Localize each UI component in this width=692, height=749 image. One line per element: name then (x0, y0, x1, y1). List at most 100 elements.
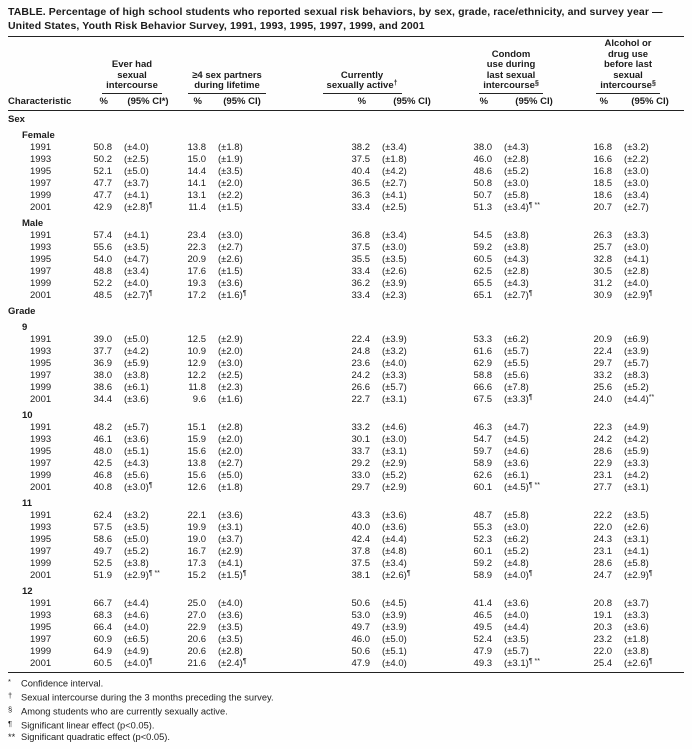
ci-cell: (±4.3) (124, 457, 149, 469)
significance-marker: ** (648, 393, 655, 401)
ci-cell: (±2.6) (624, 521, 649, 533)
year-cell: 1999 (30, 645, 52, 657)
ci-cell: (±4.1) (624, 545, 649, 557)
pct-cell: 66.7 (93, 597, 113, 609)
pct-cell: 54.7 (473, 433, 493, 445)
ci-cell: (±1.8) (218, 141, 243, 153)
ci-cell: (±3.2) (624, 141, 649, 153)
pct-cell: 18.5 (593, 177, 613, 189)
ci-cell: (±2.9) (218, 545, 243, 557)
ci-cell: (±2.7)¶ (124, 289, 153, 301)
pct-cell: 62.9 (473, 357, 493, 369)
pct-cell: 23.2 (593, 633, 613, 645)
pct-cell: 37.8 (351, 545, 371, 557)
significance-marker: ¶ (528, 393, 533, 401)
ci-cell: (±4.3) (504, 253, 529, 265)
ci-cell: (±3.0) (218, 229, 243, 241)
pct-cell: 58.8 (473, 369, 493, 381)
pct-cell: 52.1 (93, 165, 113, 177)
year-cell: 1995 (30, 165, 52, 177)
pct-cell: 40.8 (93, 481, 113, 493)
pct-cell: 20.6 (187, 645, 207, 657)
pct-cell: 46.1 (93, 433, 113, 445)
pct-header: % (274, 93, 375, 111)
significance-marker: ¶ (242, 289, 247, 297)
ci-cell: (±3.4) (382, 229, 407, 241)
ci-cell: (±4.5) (504, 433, 529, 445)
pct-header: % (572, 93, 617, 111)
ci-cell: (±2.5) (382, 201, 407, 213)
ci-cell: (±5.6) (124, 469, 149, 481)
pct-cell: 20.9 (187, 253, 207, 265)
ci-cell: (±5.0) (382, 633, 407, 645)
significance-marker: ¶ ** (148, 569, 160, 577)
subsection-row: 9 (8, 318, 684, 334)
ci-cell: (±3.1) (624, 533, 649, 545)
pct-cell: 36.3 (351, 189, 371, 201)
subsection-label: 10 (22, 409, 33, 421)
significance-marker: ¶ (242, 569, 247, 577)
pct-cell: 50.8 (93, 141, 113, 153)
col-group-label: ≥4 sex partners during lifetime (192, 69, 262, 91)
pct-cell: 58.9 (473, 569, 493, 581)
pct-cell: 61.6 (473, 345, 493, 357)
ci-cell: (±4.0) (624, 277, 649, 289)
pct-cell: 35.5 (351, 253, 371, 265)
ci-cell: (±3.6) (218, 509, 243, 521)
ci-cell: (±3.8) (624, 645, 649, 657)
pct-cell: 25.6 (593, 381, 613, 393)
pct-cell: 48.7 (473, 509, 493, 521)
ci-cell: (±3.0) (624, 241, 649, 253)
data-row: 2001 51.9 (±2.9)¶ ** 15.2 (±1.5)¶ 38.1 (±2.6)¶… (8, 570, 684, 582)
year-cell: 1999 (30, 189, 52, 201)
year-cell: 1995 (30, 621, 52, 633)
pct-cell: 29.2 (351, 457, 371, 469)
ci-cell: (±3.8) (124, 369, 149, 381)
pct-cell: 22.2 (593, 509, 613, 521)
ci-cell: (±4.5)¶ ** (504, 481, 540, 493)
ci-cell: (±5.1) (124, 445, 149, 457)
footnote-text: Significant quadratic effect (p<0.05). (21, 731, 170, 742)
year-cell: 1999 (30, 277, 52, 289)
pct-cell: 53.0 (351, 609, 371, 621)
year-cell: 1995 (30, 533, 52, 545)
pct-cell: 60.1 (473, 545, 493, 557)
pct-cell: 62.5 (473, 265, 493, 277)
subsection-label: Male (22, 217, 44, 229)
pct-cell: 33.4 (351, 265, 371, 277)
pct-cell: 51.9 (93, 569, 113, 581)
ci-cell: (±3.6) (382, 509, 407, 521)
pct-cell: 48.6 (473, 165, 493, 177)
pct-cell: 55.6 (93, 241, 113, 253)
pct-cell: 23.1 (593, 469, 613, 481)
year-cell: 1997 (30, 633, 52, 645)
pct-cell: 54.5 (473, 229, 493, 241)
data-row: 1995 36.9 (±5.9) 12.9 (±3.0) 23.6 (±4.0) 62.9 (±… (8, 358, 684, 370)
ci-cell: (±2.7)¶ (504, 289, 533, 301)
data-row: 2001 42.9 (±2.8)¶ 11.4 (±1.5) 33.4 (±2.5) 51.3 (… (8, 202, 684, 214)
year-cell: 2001 (30, 289, 52, 301)
data-row: 1997 60.9 (±6.5) 20.6 (±3.5) 46.0 (±5.0) 52.4 (±… (8, 634, 684, 646)
ci-cell: (±4.0) (382, 657, 407, 669)
footnote: ¶ Significant linear effect (p<0.05). (8, 718, 684, 732)
ci-cell: (±2.2) (218, 189, 243, 201)
pct-cell: 59.2 (473, 241, 493, 253)
data-row: 1999 47.7 (±4.1) 13.1 (±2.2) 36.3 (±4.1) 50.7 (±… (8, 190, 684, 202)
year-cell: 1999 (30, 381, 52, 393)
significance-marker: ¶ (148, 657, 153, 665)
year-cell: 1999 (30, 469, 52, 481)
ci-cell: (±5.2) (504, 165, 529, 177)
significance-marker: ¶ (148, 481, 153, 489)
ci-cell: (±3.6) (218, 609, 243, 621)
data-row: 1995 66.4 (±4.0) 22.9 (±3.5) 49.7 (±3.9) 49.5 (±… (8, 622, 684, 634)
year-cell: 1997 (30, 457, 52, 469)
year-cell: 1995 (30, 253, 52, 265)
pct-cell: 16.8 (593, 165, 613, 177)
ci-cell: (±5.7) (382, 381, 407, 393)
ci-cell: (±5.2) (624, 381, 649, 393)
footnote-marker: ¶ (8, 718, 13, 728)
data-row: 1999 38.6 (±6.1) 11.8 (±2.3) 26.6 (±5.7) 66.6 (±… (8, 382, 684, 394)
ci-cell: (±3.0) (382, 433, 407, 445)
ci-cell: (±4.8) (504, 557, 529, 569)
pct-cell: 58.9 (473, 457, 493, 469)
